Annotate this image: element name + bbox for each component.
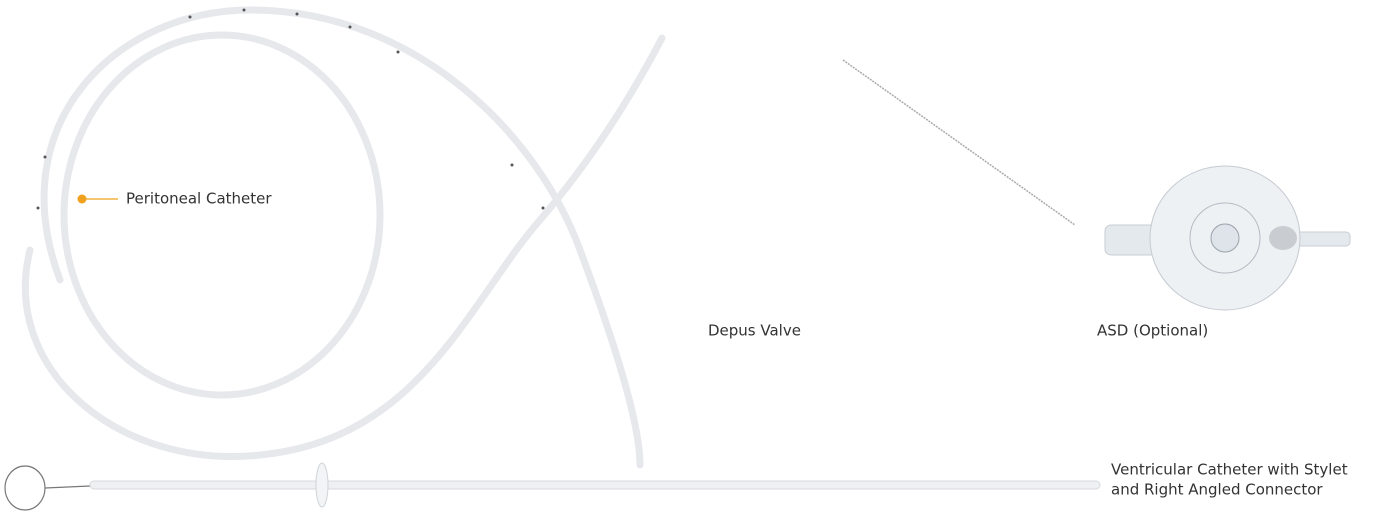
ventricular-label-line2: and Right Angled Connector [1111, 481, 1323, 499]
valve-label: Depus Valve [708, 322, 801, 340]
label-markers [77, 194, 118, 204]
ventricular-label-line1: Ventricular Catheter with Stylet [1111, 461, 1348, 479]
asd-label: ASD (Optional) [1097, 322, 1208, 340]
ventricular-catheter-drawing [4, 462, 1101, 511]
catheter-markers [36, 8, 545, 210]
peritoneal-label: Peritoneal Catheter [126, 190, 272, 208]
peritoneal-catheter-drawing [21, 6, 666, 469]
valve-wire [842, 59, 1076, 226]
asd-drawing [1104, 165, 1351, 311]
